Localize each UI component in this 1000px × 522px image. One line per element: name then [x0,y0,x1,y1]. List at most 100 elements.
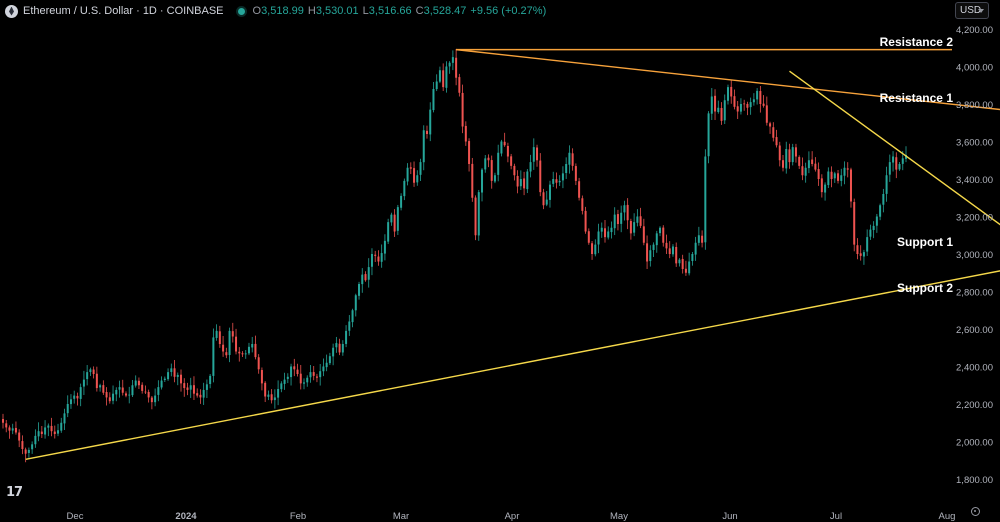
candle-body [581,198,584,211]
price-tick-label: 4,200.00 [956,25,993,36]
candle-body [364,274,367,281]
candle-body [901,158,904,164]
currency-select[interactable]: USD [955,2,989,19]
price-tick-label: 1,800.00 [956,475,993,486]
candle-body [895,157,898,170]
candle-body [361,274,364,285]
candle-body [247,346,250,354]
candle-body [814,163,817,170]
candle-body [646,243,649,262]
candle-body [425,130,428,134]
ethereum-logo-icon [5,4,18,18]
candle-body [451,57,454,63]
time-tick-label: Mar [393,511,409,522]
candle-body [309,372,312,378]
candle-body [820,178,823,193]
candle-body [50,425,53,432]
candle-body [898,164,901,170]
candle-body [254,343,257,358]
candle-body [154,395,157,403]
candle-body [92,369,95,374]
candle-body [497,152,500,175]
ohlc-close: C3,528.47 [415,5,467,17]
time-tick-label: Jun [722,511,737,522]
candle-body [76,395,79,399]
candle-body [587,231,590,243]
candle-body [671,246,674,255]
candle-body [888,162,891,175]
candle-body [526,171,529,190]
candle-body [665,242,668,249]
candle-body [141,384,144,391]
candle-body [66,404,69,414]
symbol-title[interactable]: Ethereum / U.S. Dollar · 1D · COINBASE [23,5,224,17]
price-tick-label: 3,800.00 [956,100,993,111]
candle-body [885,175,888,194]
candle-body [157,387,160,395]
time-tick-label: Feb [290,511,306,522]
candle-body [105,392,108,398]
candle-body [432,89,435,111]
candle-body [27,449,30,453]
candle-body [461,92,464,127]
candle-body [697,235,700,243]
candle-body [332,347,335,357]
candle-body [678,259,681,264]
candle-body [561,173,564,181]
candle-body [160,380,163,388]
candle-body [370,254,373,267]
candle-body [199,394,202,398]
candle-body [264,382,267,397]
candle-body [794,147,797,157]
candle-body [879,205,882,217]
settings-gear-icon[interactable] [971,507,980,516]
candle-body [189,385,192,390]
candle-body [231,331,234,337]
candle-body [603,228,607,238]
candle-body [613,214,616,229]
candle-body [348,321,351,331]
candle-body [413,168,416,183]
time-tick-label: Jul [830,511,842,522]
candle-body [882,194,885,205]
candle-body [636,216,639,223]
candle-body [600,227,603,232]
label-support-2: Support 2 [897,281,953,295]
candle-body [44,427,47,435]
candle-body [286,376,289,379]
candle-body [319,371,322,378]
candle-body [458,77,461,93]
candle-body [775,137,778,146]
time-tick-label: May [610,511,628,522]
candle-body [86,372,89,380]
candle-body [493,175,496,182]
candle-body [383,240,386,254]
candle-body [733,96,736,107]
candle-body [752,99,755,103]
candle-body [519,179,522,187]
candle-body [833,173,836,179]
candle-body [170,368,173,372]
candle-body [209,375,212,384]
candle-body [192,385,195,394]
candle-body [121,387,124,393]
candle-body [186,387,189,390]
candle-body [212,337,215,376]
price-tick-label: 4,000.00 [956,63,993,74]
candle-body [400,195,403,208]
candle-body [756,90,759,100]
price-tick-label: 2,000.00 [956,438,993,449]
tradingview-logo[interactable]: 17 [6,485,23,500]
candle-body [626,204,629,221]
price-tick-label: 3,200.00 [956,213,993,224]
candle-body [578,181,581,198]
candle-body [53,431,56,434]
candle-body [238,351,241,354]
candle-body [484,158,487,170]
candle-body [34,435,37,445]
candle-body [422,130,425,163]
candle-body [325,362,328,368]
candle-body [688,261,691,274]
candle-body [707,113,710,157]
